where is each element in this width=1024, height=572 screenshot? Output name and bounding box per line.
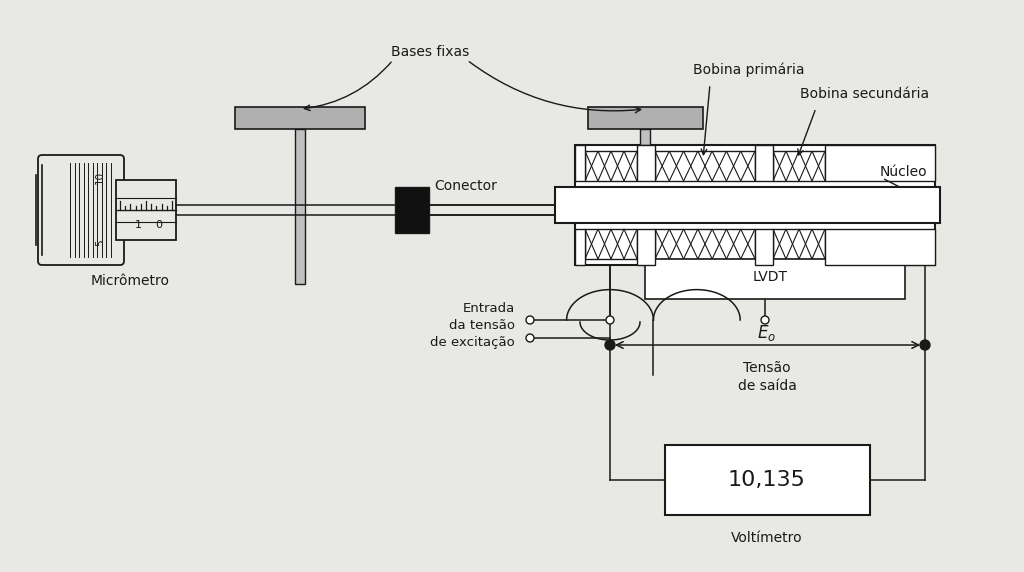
Text: 5: 5 bbox=[95, 240, 105, 247]
Circle shape bbox=[606, 316, 614, 324]
Circle shape bbox=[920, 340, 930, 350]
Bar bbox=[575, 145, 935, 265]
Bar bbox=[585, 229, 637, 259]
Bar bbox=[575, 229, 585, 265]
Text: Núcleo: Núcleo bbox=[880, 165, 928, 179]
Circle shape bbox=[605, 340, 615, 350]
Circle shape bbox=[526, 316, 534, 324]
Text: 0: 0 bbox=[156, 220, 163, 230]
Bar bbox=[825, 145, 935, 181]
Bar bbox=[575, 145, 585, 181]
Bar bbox=[773, 229, 825, 259]
Text: 10,135: 10,135 bbox=[728, 470, 806, 490]
Bar bbox=[655, 151, 755, 181]
Bar bbox=[116, 180, 176, 240]
Bar bbox=[555, 187, 940, 223]
Text: Entrada
da tensão
de excitação: Entrada da tensão de excitação bbox=[430, 302, 515, 349]
Bar bbox=[755, 229, 773, 265]
Bar bbox=[645, 259, 905, 299]
Bar bbox=[588, 107, 703, 129]
Bar bbox=[640, 129, 650, 145]
Bar bbox=[637, 145, 655, 181]
Text: Bobina secundária: Bobina secundária bbox=[800, 87, 929, 101]
Text: Tensão
de saída: Tensão de saída bbox=[737, 361, 797, 394]
Circle shape bbox=[526, 334, 534, 342]
Bar bbox=[637, 229, 655, 265]
Bar bbox=[755, 145, 773, 181]
Bar bbox=[585, 151, 637, 181]
Bar bbox=[234, 107, 365, 129]
Text: Micrômetro: Micrômetro bbox=[90, 274, 170, 288]
Bar bbox=[295, 129, 305, 284]
Circle shape bbox=[761, 316, 769, 324]
Text: 1: 1 bbox=[135, 220, 142, 230]
Text: $E_o$: $E_o$ bbox=[758, 323, 776, 343]
Text: Bobina primária: Bobina primária bbox=[693, 63, 805, 77]
Bar bbox=[825, 229, 935, 265]
Bar bbox=[395, 187, 429, 233]
Text: Voltímetro: Voltímetro bbox=[731, 531, 803, 545]
Text: Conector: Conector bbox=[434, 179, 497, 193]
Text: LVDT: LVDT bbox=[753, 270, 787, 284]
Bar bbox=[665, 445, 870, 515]
Bar bbox=[773, 151, 825, 181]
Text: Bases fixas: Bases fixas bbox=[391, 45, 469, 59]
Bar bbox=[655, 229, 755, 259]
FancyBboxPatch shape bbox=[38, 155, 124, 265]
Text: 10: 10 bbox=[95, 170, 105, 184]
